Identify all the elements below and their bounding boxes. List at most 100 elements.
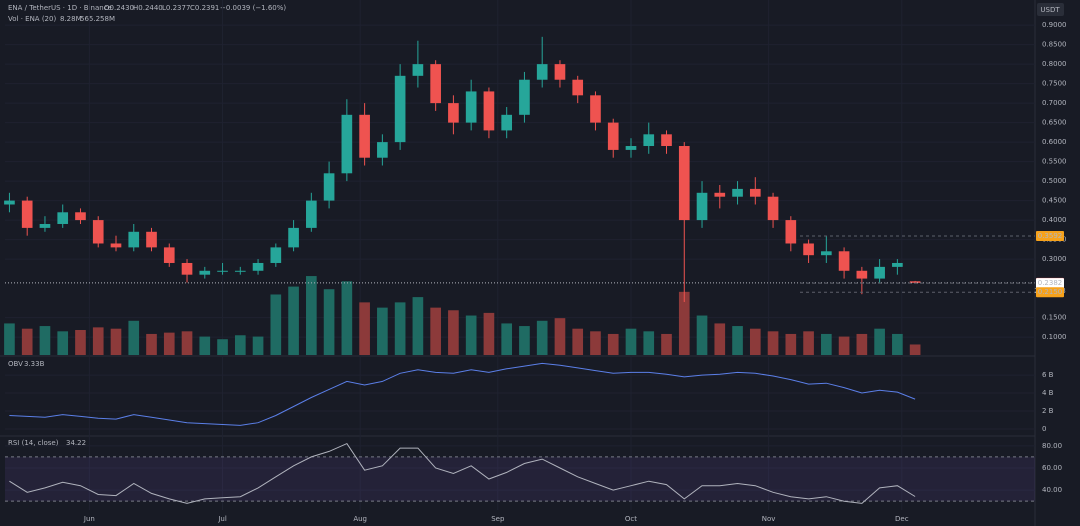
x-tick-label: Dec	[895, 515, 909, 523]
candle	[21, 196, 33, 236]
y-tick-label: 0.5000	[1042, 177, 1067, 185]
candle-body	[856, 270, 868, 279]
volume-bar	[519, 326, 530, 355]
price-tag-label: 0.3592	[1038, 232, 1063, 240]
symbol[interactable]: ENA / TetherUS · 1D · Binance	[8, 4, 112, 12]
candle	[696, 181, 708, 228]
volume-bar	[892, 333, 903, 355]
candle	[270, 243, 282, 267]
candle	[252, 259, 264, 275]
candle-body	[767, 196, 779, 221]
candle	[448, 95, 459, 135]
candle-body	[39, 223, 51, 228]
volume-bar	[661, 333, 672, 355]
y-tick-label: 2 B	[1042, 407, 1054, 415]
currency-label[interactable]: USDT	[1040, 6, 1060, 14]
candle-body	[57, 212, 69, 224]
candle	[767, 192, 779, 228]
price-tag	[1036, 278, 1064, 289]
candle-body	[892, 262, 903, 267]
candle	[749, 177, 761, 205]
candle-body	[394, 75, 406, 143]
candle	[412, 40, 424, 88]
y-tick-label: 0.3000	[1042, 255, 1067, 263]
candle-body	[270, 247, 282, 263]
volume-bar	[288, 286, 299, 355]
price-tag	[1036, 231, 1064, 241]
y-tick-label: 0.9000	[1042, 21, 1067, 29]
volume-bar	[92, 327, 104, 355]
volume-bar	[607, 333, 619, 355]
candle	[377, 134, 388, 166]
candle	[714, 185, 726, 209]
candle-body	[838, 251, 850, 271]
candle-body	[21, 200, 33, 228]
candle	[554, 60, 566, 88]
candle	[519, 71, 530, 123]
volume-bar	[821, 333, 832, 355]
candle-body	[749, 188, 761, 197]
candle	[785, 216, 797, 252]
price-tag	[1036, 287, 1064, 298]
y-tick-label: 0.4000	[1042, 216, 1067, 224]
y-tick-label: 0.1500	[1042, 314, 1067, 322]
candle	[57, 204, 69, 228]
candle	[625, 138, 637, 158]
candle-body	[252, 262, 264, 271]
candle-body	[306, 200, 317, 228]
candle-body	[75, 212, 86, 221]
volume-bar	[696, 315, 708, 355]
candle	[874, 259, 885, 283]
ohlc-open: O0.2430	[104, 4, 134, 12]
candle	[465, 79, 477, 131]
currency-button[interactable]	[1037, 3, 1064, 16]
volume-bar	[181, 331, 193, 355]
candle-body	[625, 146, 637, 150]
candle	[803, 239, 814, 263]
candle	[856, 266, 868, 295]
volume-label[interactable]: Vol · ENA (20)	[8, 15, 56, 23]
ohlc-high: H0.2440	[133, 4, 163, 12]
candle	[536, 36, 548, 88]
candle-body	[909, 281, 921, 283]
x-tick-label: Nov	[762, 515, 776, 523]
indicator-title: OBV	[8, 360, 23, 368]
candle-body	[4, 200, 15, 205]
volume-bar	[483, 312, 495, 355]
volume-bar	[341, 281, 353, 355]
volume-bar	[4, 323, 15, 355]
candle	[39, 216, 51, 232]
candle	[110, 235, 122, 252]
indicator-value: 3.33B	[24, 360, 45, 368]
candle	[359, 103, 370, 166]
rsi-band	[5, 456, 1035, 502]
candle-body	[821, 251, 832, 256]
y-tick-label: 60.00	[1042, 464, 1062, 472]
x-tick-label: Aug	[353, 515, 367, 523]
y-tick-label: 6 B	[1042, 371, 1054, 379]
volume-bar	[377, 307, 388, 355]
candle-body	[377, 142, 388, 158]
indicator-line	[9, 442, 916, 504]
volume-bar	[217, 339, 228, 355]
candle	[199, 266, 211, 279]
volume-bar	[465, 315, 477, 355]
candle	[4, 192, 15, 213]
volume-bar	[501, 323, 513, 355]
volume-bar	[785, 333, 797, 355]
candle-body	[607, 122, 619, 150]
candle-body	[163, 247, 175, 263]
y-tick-label: 4 B	[1042, 389, 1054, 397]
candle-body	[661, 134, 672, 147]
volume-bar	[874, 328, 885, 355]
volume-bar	[856, 333, 868, 355]
x-tick-label: Jun	[83, 515, 95, 523]
volume-bar	[323, 289, 335, 355]
volume-bar	[359, 302, 370, 355]
candle	[323, 161, 335, 209]
candle-body	[128, 231, 140, 248]
y-tick-label: 0.6000	[1042, 138, 1067, 146]
candle-body	[785, 220, 797, 244]
volume-bar	[909, 344, 921, 355]
candle-body	[696, 192, 708, 221]
